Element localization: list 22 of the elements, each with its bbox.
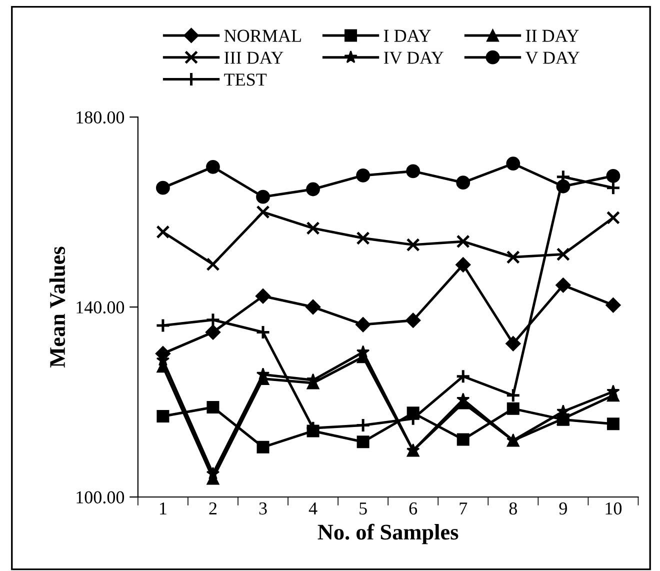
y-tick-label: 180.00 — [76, 111, 124, 124]
x-tick-label: 7 — [460, 502, 468, 514]
legend-label: TEST — [224, 74, 267, 86]
y-axis-title: Mean Values — [49, 246, 66, 368]
legend-label: NORMAL — [224, 30, 301, 42]
x-tick-label: 2 — [209, 502, 216, 514]
x-tick-label: 3 — [259, 502, 267, 515]
y-tick-label: 140.00 — [76, 301, 124, 314]
x-tick-label: 1 — [160, 502, 166, 514]
x-tick-label: 9 — [559, 502, 567, 515]
x-tick-label: 8 — [509, 502, 517, 515]
x-tick-label: 6 — [409, 502, 418, 515]
legend-label: I DAY — [384, 30, 431, 42]
y-tick-label: 100.00 — [76, 491, 124, 504]
x-tick-label: 10 — [606, 502, 622, 515]
x-tick-label: 4 — [308, 502, 318, 514]
legend-label: V DAY — [525, 52, 580, 64]
legend-label: IV DAY — [384, 52, 444, 64]
x-axis-title: No. of Samples — [318, 524, 458, 544]
legend-label: II DAY — [526, 30, 579, 42]
x-tick-label: 5 — [360, 502, 367, 515]
legend-label: III DAY — [224, 52, 284, 64]
